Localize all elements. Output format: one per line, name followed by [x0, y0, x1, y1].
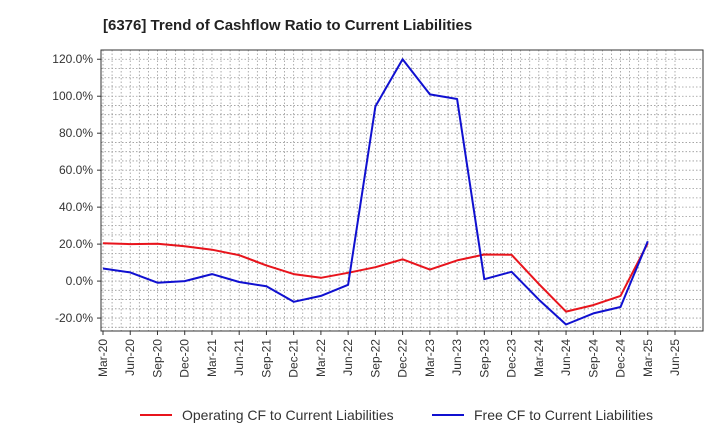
y-tick-label: 100.0%: [52, 89, 93, 103]
x-tick-label: Sep-23: [477, 339, 491, 378]
x-tick-label: Sep-22: [368, 339, 382, 378]
series-line-free-cf: [102, 58, 649, 326]
plot-frame: [100, 49, 704, 332]
legend-label: Operating CF to Current Liabilities: [182, 407, 394, 423]
y-tick-label: 0.0%: [66, 274, 94, 288]
x-tick-label: Jun-24: [559, 339, 573, 376]
y-tick-label: 20.0%: [59, 237, 93, 251]
x-tick-label: Sep-21: [259, 339, 273, 378]
y-tick-label: -20.0%: [55, 311, 93, 325]
chart-title: [6376] Trend of Cashflow Ratio to Curren…: [103, 17, 472, 34]
x-tick-label: Mar-22: [314, 339, 328, 377]
x-tick-label: Dec-20: [178, 339, 192, 378]
x-tick-label: Mar-23: [423, 339, 437, 377]
legend: Operating CF to Current Liabilities Free …: [140, 407, 653, 423]
series-layer: [102, 58, 649, 326]
x-tick-label: Jun-23: [450, 339, 464, 376]
x-tick-label: Dec-23: [505, 339, 519, 378]
x-tick-label: Jun-25: [668, 339, 682, 376]
x-tick-label: Mar-24: [532, 339, 546, 377]
x-tick-label: Jun-20: [123, 339, 137, 376]
x-tick-label: Sep-24: [586, 339, 600, 378]
y-tick-label: 40.0%: [59, 200, 93, 214]
x-tick-label: Mar-20: [96, 339, 110, 377]
y-tick-label: 120.0%: [52, 52, 93, 66]
y-tick-label: 80.0%: [59, 126, 93, 140]
legend-label: Free CF to Current Liabilities: [474, 407, 653, 423]
y-tick-label: 60.0%: [59, 163, 93, 177]
x-tick-label: Dec-21: [287, 339, 301, 378]
x-tick-label: Mar-21: [205, 339, 219, 377]
grid-layer: [101, 50, 703, 331]
x-tick-label: Sep-20: [150, 339, 164, 378]
x-tick-label: Dec-24: [614, 339, 628, 378]
axis-layer: -20.0% 0.0% 20.0% 40.0% 60.0% 80.0% 100.0% 120.…: [52, 49, 704, 378]
x-tick-label: Dec-22: [396, 339, 410, 378]
x-tick-label: Jun-22: [341, 339, 355, 376]
x-tick-label: Mar-25: [641, 339, 655, 377]
x-tick-label: Jun-21: [232, 339, 246, 376]
series-line-operating-cf: [102, 242, 649, 313]
